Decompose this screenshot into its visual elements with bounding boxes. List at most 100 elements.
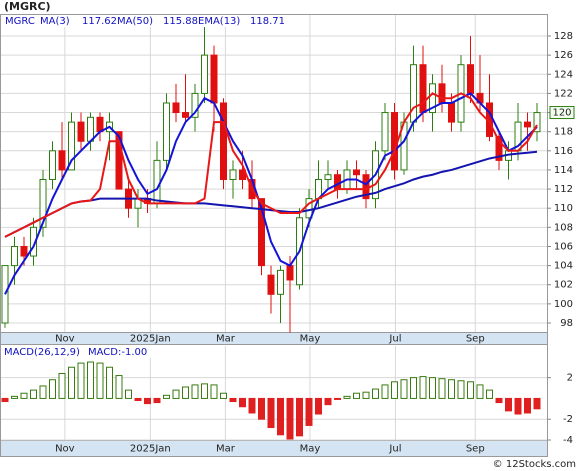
macd-bar <box>524 397 531 414</box>
candle-body <box>220 102 227 181</box>
macd-bar <box>68 366 75 399</box>
macd-bar <box>467 381 474 399</box>
candle-body <box>11 245 18 267</box>
macd-bar <box>533 397 541 410</box>
macd-bar <box>239 397 246 408</box>
macd-bar <box>144 397 151 405</box>
x-tick-label: Jul <box>388 334 401 345</box>
macd-bar <box>438 378 446 399</box>
y-tick-label: -2 <box>563 414 573 425</box>
macd-bar <box>20 392 28 399</box>
candle-body <box>495 135 503 161</box>
macd-bar <box>106 366 113 399</box>
candle-body <box>448 102 455 123</box>
macd-name: MACD(26,12,9) <box>4 347 80 358</box>
y-tick-label: 104 <box>554 261 573 272</box>
macd-bar <box>229 397 237 403</box>
macd-bar <box>400 379 408 399</box>
candle-body <box>30 226 37 257</box>
x-tick-label: 2025Jan <box>130 334 171 345</box>
candle-body <box>391 112 398 171</box>
macd-bar <box>258 397 265 420</box>
macd-bar <box>49 379 56 399</box>
candle-body <box>277 269 284 295</box>
footer: © 12Stocks.com <box>493 459 576 470</box>
macd-bar <box>429 377 436 399</box>
y-tick-label: 98 <box>560 318 573 329</box>
y-tick-label: 126 <box>554 50 573 61</box>
macd-bar <box>210 384 218 399</box>
legend-value: 117.62 <box>82 16 117 27</box>
candle-body <box>39 179 47 228</box>
candle-body <box>533 112 541 133</box>
candle-body <box>467 64 474 94</box>
legend-value: 118.71 <box>250 16 285 27</box>
macd-bar <box>1 397 9 403</box>
candle-body <box>191 92 199 118</box>
macd-bar <box>362 391 370 399</box>
macd-bar <box>267 397 275 429</box>
labels: MGRC MA(3) 117.62 MA(50) 115.88 EMA(13) … <box>2 15 575 455</box>
candle-body <box>201 54 208 94</box>
macd-bar <box>372 388 379 399</box>
candle-body <box>172 102 180 114</box>
legend-bg <box>2 346 152 358</box>
macd-bar <box>220 392 227 399</box>
candle-body <box>115 131 123 190</box>
macd-bar <box>353 392 360 399</box>
macd-bar <box>495 397 503 404</box>
macd-bar <box>163 394 170 399</box>
legend-value: 115.88 <box>163 16 198 27</box>
legend-symbol: MGRC <box>5 16 35 27</box>
y-tick-label: 100 <box>554 299 573 310</box>
macd-bar <box>410 377 417 399</box>
macd-bar <box>448 379 455 399</box>
macd-bar <box>182 386 189 399</box>
candle-body <box>1 265 9 324</box>
macd-bar <box>334 397 341 400</box>
macd-bar <box>191 384 199 399</box>
macd-bar <box>315 397 322 415</box>
macd-bar <box>87 361 94 399</box>
x-tick-label: Mar <box>216 444 236 455</box>
y-tick-label: 106 <box>554 241 573 252</box>
macd-bar <box>134 397 142 402</box>
candle-body <box>334 174 341 190</box>
candle-body <box>286 265 294 281</box>
macd-bar <box>419 376 427 399</box>
candle-body <box>87 116 94 142</box>
candle-body <box>68 121 75 171</box>
y-tick-label: 128 <box>554 31 573 42</box>
macd-bar <box>30 389 37 399</box>
candle-body <box>163 102 170 161</box>
macd-bar <box>277 397 284 436</box>
y-tick-label: 108 <box>554 222 573 233</box>
macd-label: MACD:-1.00 <box>88 347 147 358</box>
candle-body <box>267 274 275 295</box>
legend-entry: MA(50) <box>117 16 153 27</box>
ma-line <box>4 92 538 295</box>
macd-bar <box>77 362 85 399</box>
macd-bar <box>39 385 47 399</box>
legend-bg <box>2 15 274 27</box>
x-tick-label: Jul <box>388 444 401 455</box>
candle-body <box>153 159 161 204</box>
macd-bar <box>115 375 123 399</box>
macd-bar <box>486 389 493 399</box>
macd-bar <box>296 397 303 437</box>
candle-body <box>20 245 28 257</box>
y-tick-label: 112 <box>554 184 573 195</box>
y-tick-label: 114 <box>554 165 573 176</box>
candle-body <box>381 112 389 152</box>
macd-bar <box>381 384 389 399</box>
y-tick-label: -4 <box>563 435 573 446</box>
y-tick-label: 2 <box>567 373 573 384</box>
x-tick-label: Sep <box>466 444 485 455</box>
macd-bar <box>11 395 18 399</box>
macd-bar <box>457 380 465 399</box>
price-box <box>549 106 575 120</box>
y-tick-label: 124 <box>554 69 573 80</box>
legend-entry: EMA(13) <box>198 16 240 27</box>
y-tick-label: 116 <box>554 146 573 157</box>
